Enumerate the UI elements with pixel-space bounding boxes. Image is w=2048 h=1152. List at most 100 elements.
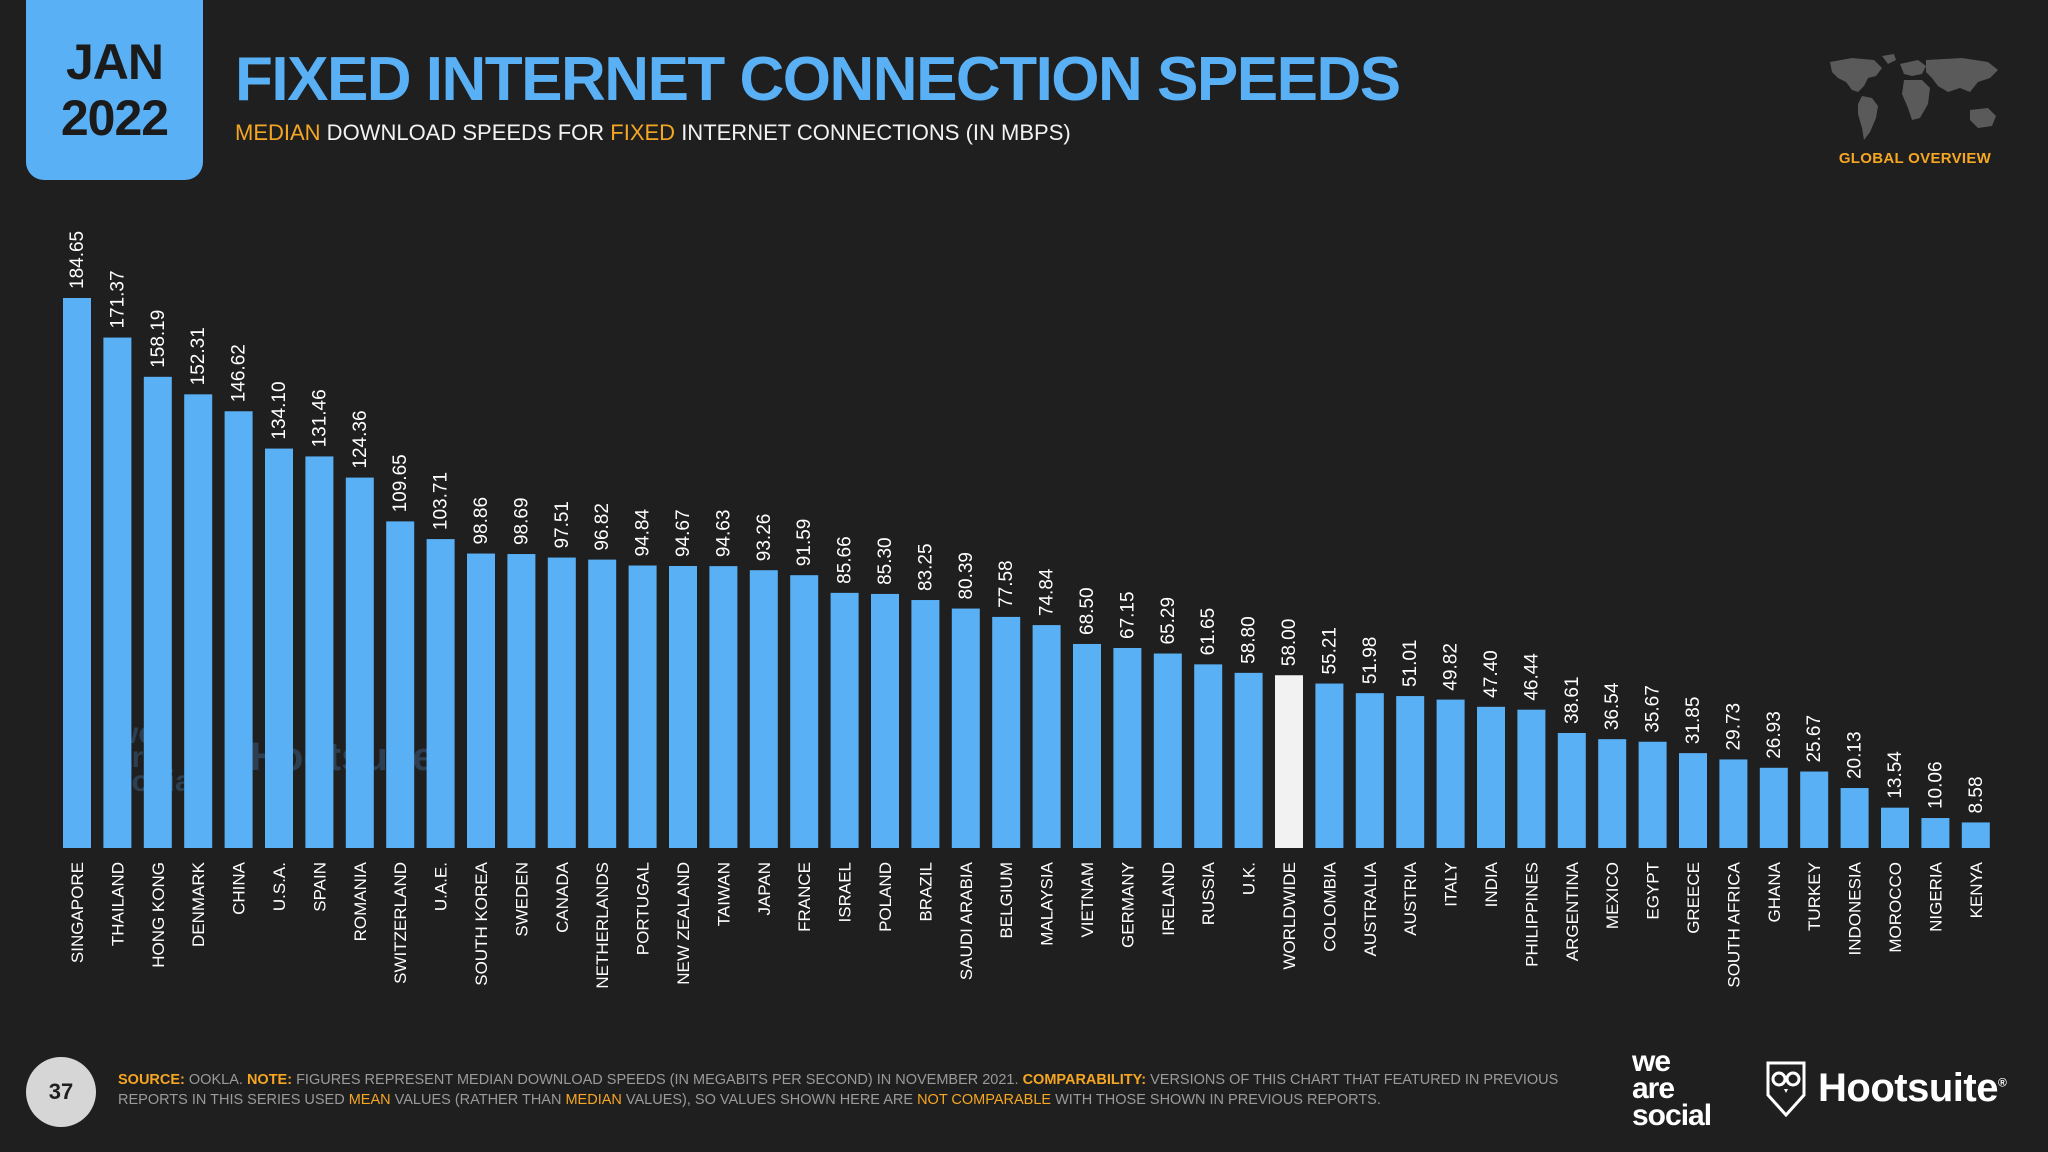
bar-vietnam <box>1073 643 1101 848</box>
bar-philippines <box>1517 709 1546 848</box>
page-title: FIXED INTERNET CONNECTION SPEEDS <box>235 45 1401 114</box>
bar-portugal <box>628 565 657 848</box>
comparability-text-1: VERSIONS OF THIS CHART THAT FEATURED IN … <box>118 1072 1559 1108</box>
value-label: 93.26 <box>754 514 775 562</box>
category-label: CHINA <box>230 861 249 915</box>
bar-australia <box>1355 693 1384 848</box>
bar-poland <box>871 593 899 848</box>
note-label: NOTE: <box>246 1072 293 1088</box>
value-label: 94.84 <box>633 509 654 557</box>
value-label: 74.84 <box>1037 568 1058 616</box>
category-label: IRELAND <box>1159 862 1178 936</box>
bar-japan <box>749 570 778 848</box>
category-label: TAIWAN <box>714 862 733 926</box>
comparability-text-2: VALUES (RATHER THAN <box>390 1092 566 1108</box>
comparability-text-3: VALUES), SO VALUES SHOWN HERE ARE <box>621 1092 918 1108</box>
category-label: DENMARK <box>189 861 208 947</box>
value-label: 38.61 <box>1562 676 1583 724</box>
category-label: ITALY <box>1442 862 1461 907</box>
category-label: ARGENTINA <box>1563 861 1582 961</box>
category-label: U.S.A. <box>270 862 289 911</box>
value-label: 26.93 <box>1764 711 1785 759</box>
category-label: ROMANIA <box>351 861 370 941</box>
footer-source-note: SOURCE: OOKLA. NOTE: FIGURES REPRESENT M… <box>118 1070 1568 1110</box>
value-label: 91.59 <box>794 519 815 567</box>
source-label: SOURCE: <box>118 1072 185 1088</box>
hootsuite-wordmark: Hootsuite® <box>1818 1066 2007 1111</box>
subtitle-text-2: INTERNET CONNECTIONS (IN MBPS) <box>675 120 1071 145</box>
bar-egypt <box>1638 741 1667 848</box>
bar-netherlands <box>588 559 617 848</box>
value-label: 94.63 <box>713 510 734 558</box>
category-label: THAILAND <box>108 862 127 946</box>
value-label: 109.65 <box>390 454 411 512</box>
category-label: FRANCE <box>795 862 814 932</box>
category-label: MEXICO <box>1603 862 1622 929</box>
subtitle-fixed: FIXED <box>610 120 676 145</box>
bar-colombia <box>1315 683 1344 848</box>
value-label: 51.01 <box>1400 640 1421 688</box>
category-label: GHANA <box>1765 861 1784 922</box>
category-label: MOROCCO <box>1886 862 1905 953</box>
bar-new-zealand <box>669 566 697 848</box>
owl-icon <box>1766 1061 1806 1117</box>
bar-greece <box>1679 753 1707 848</box>
category-label: CANADA <box>553 861 572 933</box>
category-label: BELGIUM <box>997 862 1016 939</box>
value-label: 80.39 <box>956 552 977 600</box>
we-are-social-logo: we are social <box>1632 1045 1712 1131</box>
bar-south-africa <box>1719 759 1748 848</box>
bar-thailand <box>103 337 132 848</box>
value-label: 184.65 <box>67 231 88 289</box>
page-subtitle: MEDIAN DOWNLOAD SPEEDS FOR FIXED INTERNE… <box>235 120 1071 146</box>
value-label: 85.30 <box>875 537 896 585</box>
bar-switzerland <box>386 521 415 848</box>
value-label: 31.85 <box>1683 697 1704 745</box>
bar-south-korea <box>467 553 495 848</box>
bar-india <box>1477 706 1505 848</box>
value-label: 68.50 <box>1077 587 1098 635</box>
hootsuite-trademark: ® <box>1997 1075 2007 1090</box>
value-label: 98.69 <box>511 497 532 545</box>
category-label: PHILIPPINES <box>1522 862 1541 967</box>
category-label: AUSTRIA <box>1401 861 1420 935</box>
bar-spain <box>305 456 334 848</box>
logo-line-we: we <box>1632 1045 1671 1078</box>
hootsuite-logo: Hootsuite® <box>1764 1058 2007 1118</box>
value-label: 83.25 <box>915 543 936 591</box>
value-label: 49.82 <box>1441 643 1462 691</box>
value-label: 171.37 <box>107 270 128 328</box>
bar-canada <box>547 557 576 848</box>
bar-denmark <box>184 394 213 848</box>
bar-mexico <box>1598 739 1627 848</box>
category-label: KENYA <box>1967 861 1986 918</box>
category-label: SOUTH KOREA <box>472 861 491 985</box>
section-label: GLOBAL OVERVIEW <box>1838 150 1992 167</box>
value-label: 85.66 <box>835 536 856 584</box>
value-label: 46.44 <box>1521 653 1542 701</box>
category-label: SAUDI ARABIA <box>957 861 976 980</box>
category-label: ISRAEL <box>836 862 855 922</box>
source-text: OOKLA. <box>184 1072 247 1088</box>
category-label: SOUTH AFRICA <box>1724 861 1743 987</box>
category-label: NETHERLANDS <box>593 862 612 989</box>
value-label: 36.54 <box>1602 682 1623 730</box>
category-label: SPAIN <box>310 862 329 912</box>
value-label: 96.82 <box>592 503 613 551</box>
value-label: 94.67 <box>673 509 694 557</box>
value-label: 134.10 <box>269 381 290 439</box>
bar-nigeria <box>1921 818 1950 848</box>
category-label: GERMANY <box>1118 862 1137 948</box>
comparability-text-4: WITH THOSE SHOWN IN PREVIOUS REPORTS. <box>1051 1092 1381 1108</box>
date-badge: JAN 2022 <box>26 0 203 180</box>
category-label: INDONESIA <box>1846 861 1865 955</box>
category-label: WORLDWIDE <box>1280 862 1299 970</box>
category-label: INDIA <box>1482 861 1501 907</box>
category-label: NIGERIA <box>1926 861 1945 932</box>
category-label: VIETNAM <box>1078 862 1097 938</box>
bar-france <box>790 575 819 848</box>
bar-hong-kong <box>143 376 172 848</box>
date-month: JAN <box>65 34 164 90</box>
bar-turkey <box>1800 771 1829 848</box>
